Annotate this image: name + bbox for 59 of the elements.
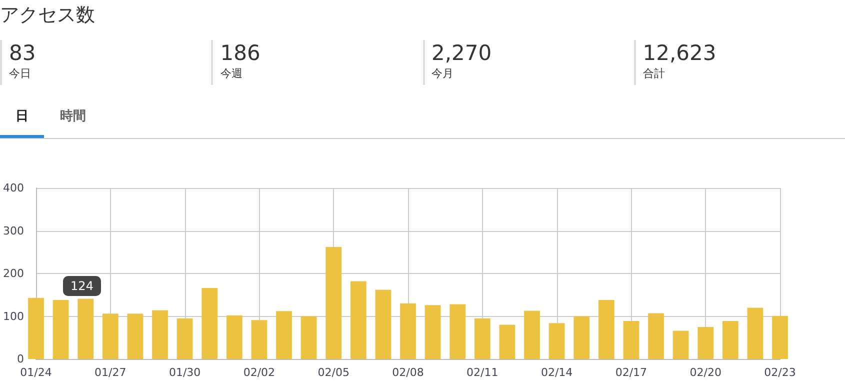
bar xyxy=(176,318,193,359)
bar xyxy=(648,313,664,359)
bar xyxy=(722,320,738,359)
y-tick-label: 0 xyxy=(17,352,24,366)
bar xyxy=(78,298,94,359)
x-tick-label: 02/02 xyxy=(243,366,276,379)
x-tick-label: 02/20 xyxy=(690,366,722,379)
bar xyxy=(251,320,268,359)
bar xyxy=(375,290,392,359)
bar xyxy=(350,281,366,359)
bar xyxy=(202,288,218,359)
annotation: 124 xyxy=(70,279,94,293)
bar xyxy=(152,310,168,359)
y-tick-label: 300 xyxy=(3,224,24,238)
x-tick-label: 02/14 xyxy=(540,366,573,379)
text: 日 xyxy=(0,107,44,138)
bar xyxy=(747,308,764,359)
text: 2,270 xyxy=(432,40,493,66)
bar xyxy=(623,320,640,359)
bar xyxy=(424,305,441,359)
bar xyxy=(300,316,317,359)
text: 今月 xyxy=(432,66,454,81)
text: 12,623 xyxy=(642,40,718,66)
x-tick-label: 02/11 xyxy=(466,366,498,379)
x-tick-label: 02/17 xyxy=(615,366,648,379)
bar xyxy=(326,246,342,359)
bar xyxy=(772,316,788,359)
text: 83 xyxy=(9,40,37,66)
bar xyxy=(102,314,118,359)
bar xyxy=(400,303,416,359)
y-tick-label: 400 xyxy=(3,182,24,194)
bar xyxy=(28,298,44,359)
bar xyxy=(127,314,144,359)
bar xyxy=(598,300,614,359)
bar xyxy=(574,316,590,359)
y-tick-label: 100 xyxy=(3,310,24,323)
x-tick-label: 02/05 xyxy=(318,366,350,379)
bar xyxy=(548,323,565,359)
bar xyxy=(524,310,540,359)
text: 今週 xyxy=(220,66,244,81)
x-tick-label: 01/27 xyxy=(94,366,126,379)
text: 186 xyxy=(220,40,262,66)
y-tick-label: 200 xyxy=(3,267,24,280)
x-tick-label: 02/08 xyxy=(392,366,424,379)
x-tick-label: 02/23 xyxy=(764,366,796,379)
bar xyxy=(52,300,69,359)
bar xyxy=(698,326,714,359)
text: アクセス数 xyxy=(0,3,96,28)
x-tick-label: 01/24 xyxy=(20,366,52,379)
bar xyxy=(672,330,689,359)
x-tick-label: 01/30 xyxy=(168,366,201,379)
bar xyxy=(499,324,516,359)
bar xyxy=(276,311,292,359)
text: 時間 xyxy=(59,108,87,126)
text: 合計 xyxy=(642,66,666,81)
bar xyxy=(450,304,466,359)
bar xyxy=(474,318,490,359)
bar xyxy=(226,315,242,359)
text: 今日 xyxy=(9,66,32,81)
